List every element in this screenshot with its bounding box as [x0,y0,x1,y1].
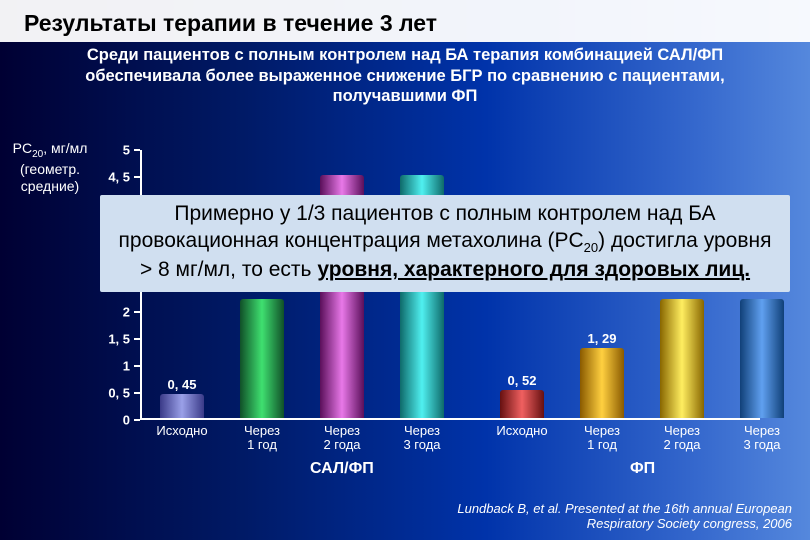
y-tick-label: 0 [123,413,130,428]
bar: 1, 29 [580,348,624,418]
bar-value-label: 1, 29 [588,331,617,346]
y-tick-label: 0, 5 [108,386,130,401]
bar-value-label: 0, 52 [508,373,537,388]
bar [240,299,284,418]
y-tick [134,419,140,421]
category-label: Исходно [487,424,557,438]
group-label: САЛ/ФП [310,460,374,478]
category-label: Через3 года [387,424,457,453]
y-tick-label: 4, 5 [108,170,130,185]
bar [660,299,704,418]
y-tick [134,149,140,151]
y-tick [134,311,140,313]
category-label: Через2 года [307,424,377,453]
bar: 0, 45 [160,394,204,418]
category-label: Через1 год [227,424,297,453]
y-tick [134,338,140,340]
category-label: Исходно [147,424,217,438]
group-label: ФП [630,460,655,478]
y-tick-label: 1, 5 [108,332,130,347]
citation: Lundback B, et al. Presented at the 16th… [457,501,792,532]
category-label: Через1 год [567,424,637,453]
y-tick [134,365,140,367]
y-tick-label: 5 [123,143,130,158]
category-label: Через2 года [647,424,717,453]
category-label: Через3 года [727,424,797,453]
overlay-note: Примерно у 1/3 пациентов с полным контро… [100,195,790,292]
bar-value-label: 0, 45 [168,377,197,392]
y-tick-label: 1 [123,359,130,374]
slide-subtitle: Среди пациентов с полным контролем над Б… [30,45,780,107]
bar [740,299,784,418]
y-tick [134,176,140,178]
x-axis-line [140,418,760,420]
y-tick-label: 2 [123,305,130,320]
slide-title: Результаты терапии в течение 3 лет [0,0,810,37]
bar: 0, 52 [500,390,544,418]
y-tick [134,392,140,394]
y-axis-label: PC20, мг/мл (геометр. средние) [4,140,96,194]
